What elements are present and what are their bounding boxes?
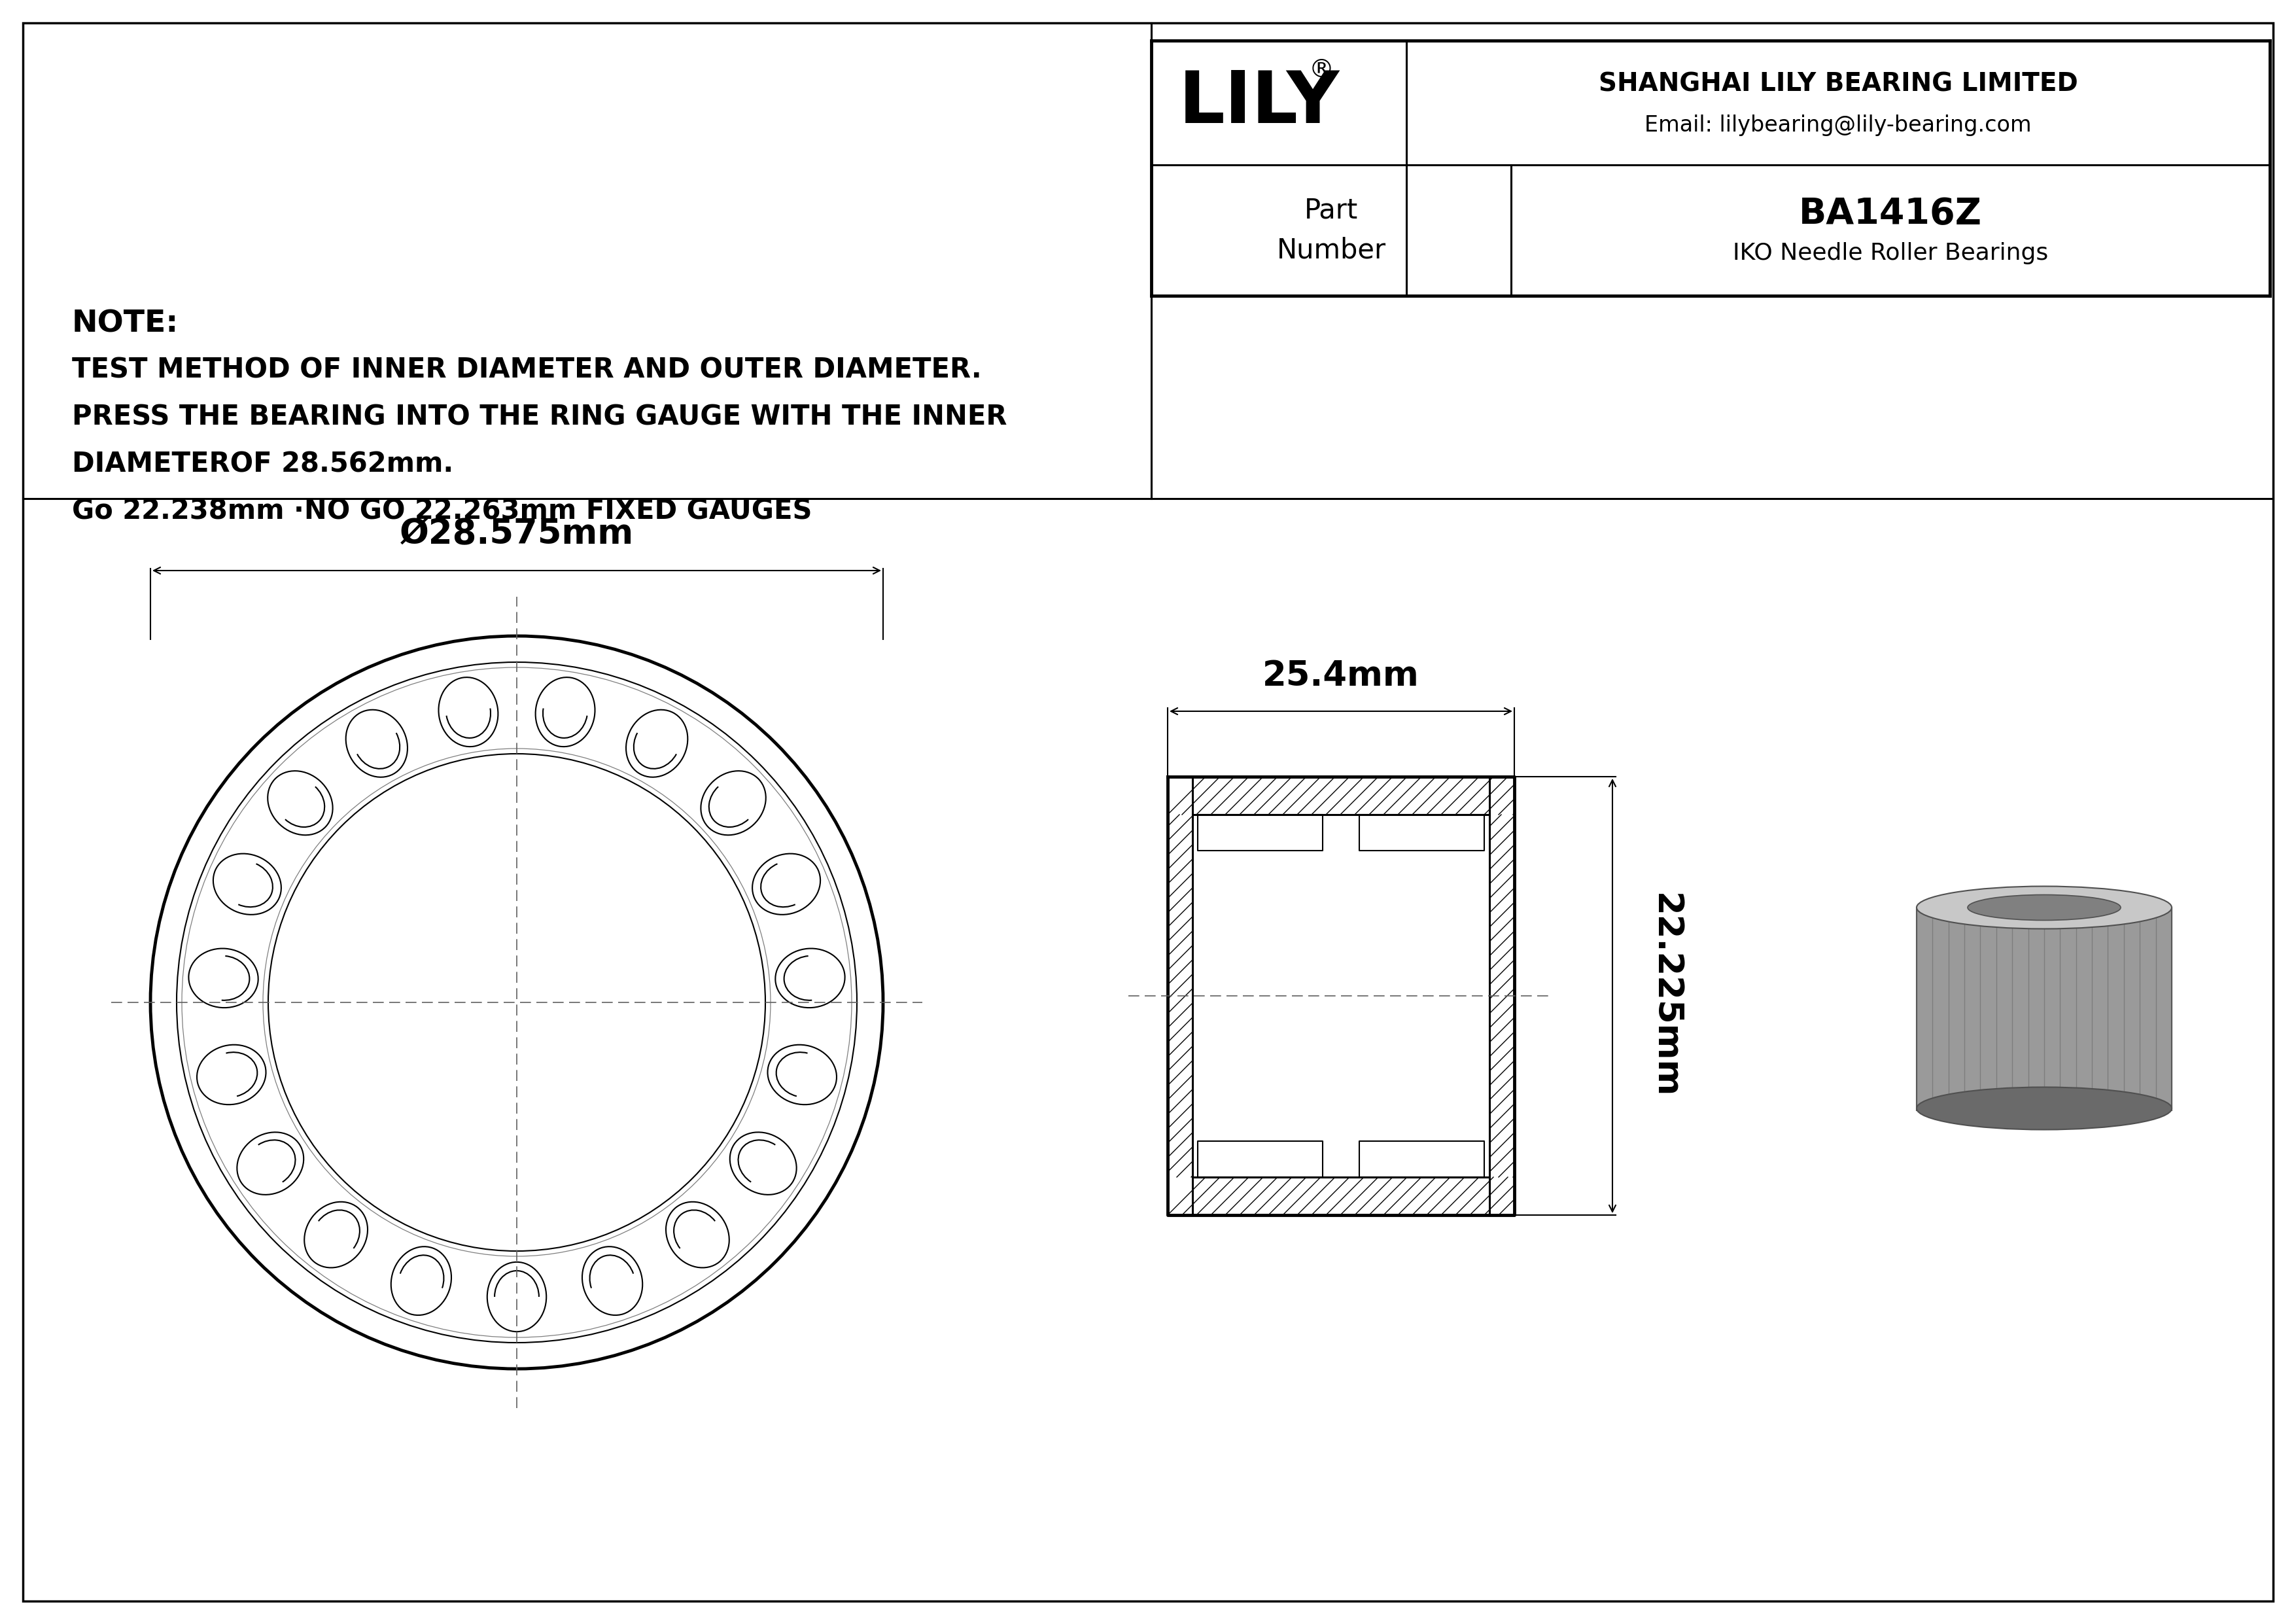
Text: SHANGHAI LILY BEARING LIMITED: SHANGHAI LILY BEARING LIMITED (1598, 71, 2078, 97)
Ellipse shape (1917, 1086, 2172, 1130)
Text: TEST METHOD OF INNER DIAMETER AND OUTER DIAMETER.: TEST METHOD OF INNER DIAMETER AND OUTER … (71, 356, 983, 383)
Text: Ø28.575mm: Ø28.575mm (400, 516, 634, 551)
Text: ®: ® (1309, 57, 1334, 83)
Text: 25.4mm: 25.4mm (1263, 659, 1419, 693)
Bar (1917, 908, 2172, 1111)
Text: DIAMETEROF 28.562mm.: DIAMETEROF 28.562mm. (71, 450, 455, 477)
Text: Go 22.238mm ·NO GO 22.263mm FIXED GAUGES: Go 22.238mm ·NO GO 22.263mm FIXED GAUGES (71, 497, 813, 525)
Text: IKO Needle Roller Bearings: IKO Needle Roller Bearings (1733, 242, 2048, 265)
Text: Email: lilybearing@lily-bearing.com: Email: lilybearing@lily-bearing.com (1644, 115, 2032, 136)
Ellipse shape (1917, 887, 2172, 929)
Ellipse shape (1968, 895, 2122, 921)
Text: NOTE:: NOTE: (71, 309, 179, 338)
Text: 22.225mm: 22.225mm (1649, 893, 1683, 1098)
Text: BA1416Z: BA1416Z (1798, 197, 1981, 232)
Text: Part
Number: Part Number (1277, 197, 1387, 265)
Text: PRESS THE BEARING INTO THE RING GAUGE WITH THE INNER: PRESS THE BEARING INTO THE RING GAUGE WI… (71, 403, 1008, 430)
Text: LILY: LILY (1178, 68, 1341, 138)
